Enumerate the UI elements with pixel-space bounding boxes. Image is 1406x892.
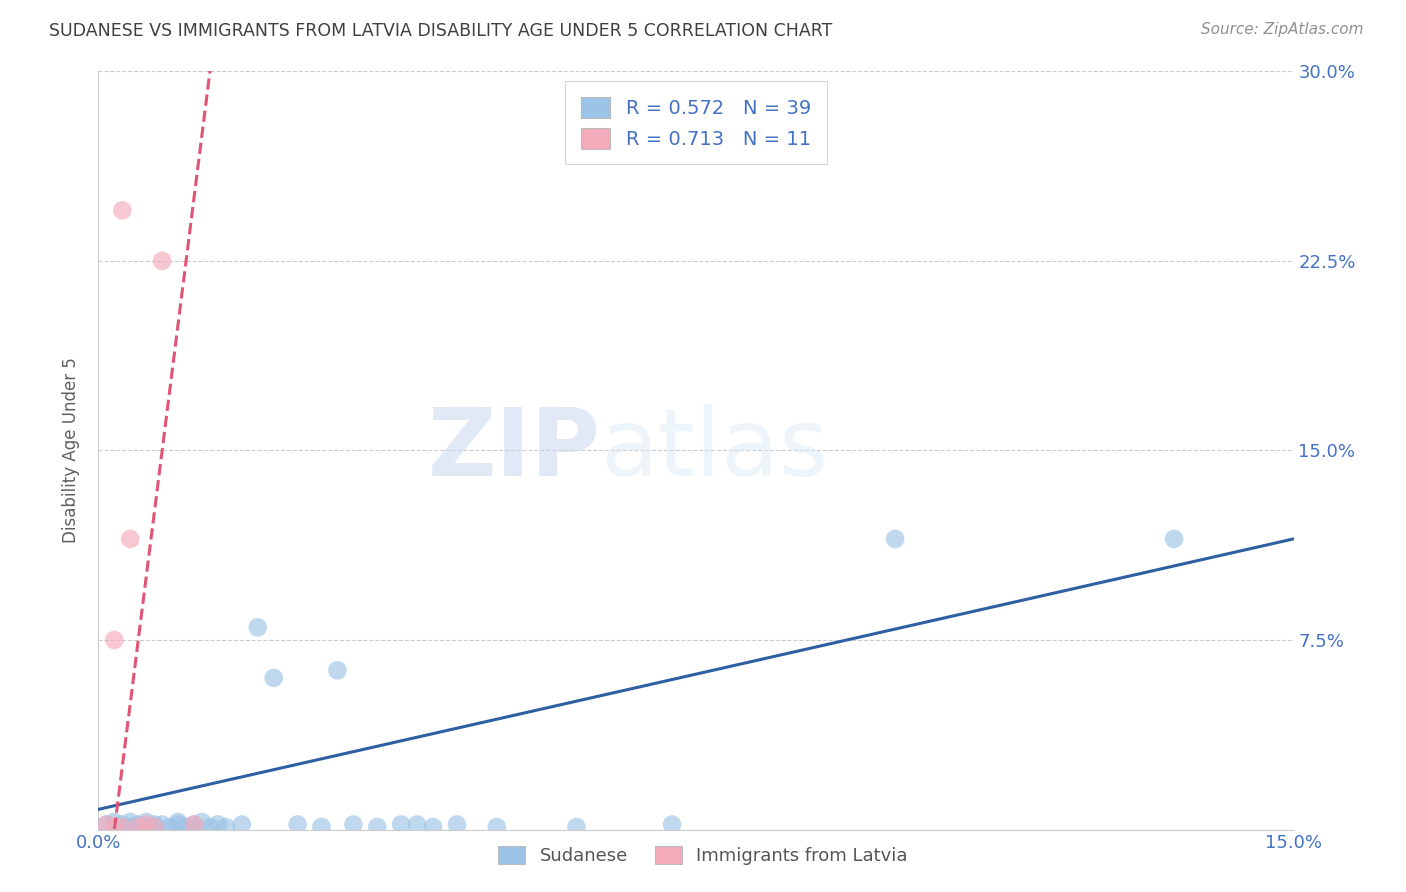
Text: SUDANESE VS IMMIGRANTS FROM LATVIA DISABILITY AGE UNDER 5 CORRELATION CHART: SUDANESE VS IMMIGRANTS FROM LATVIA DISAB… bbox=[49, 22, 832, 40]
Point bbox=[565, 820, 588, 834]
Point bbox=[215, 820, 238, 834]
Point bbox=[311, 820, 333, 834]
Point bbox=[485, 820, 508, 834]
Text: Source: ZipAtlas.com: Source: ZipAtlas.com bbox=[1201, 22, 1364, 37]
Point bbox=[884, 532, 907, 546]
Point bbox=[174, 820, 197, 834]
Point bbox=[159, 820, 181, 834]
Point bbox=[143, 820, 166, 834]
Legend: Sudanese, Immigrants from Latvia: Sudanese, Immigrants from Latvia bbox=[489, 838, 917, 874]
Point bbox=[135, 817, 157, 831]
Point bbox=[103, 815, 125, 830]
Point bbox=[103, 633, 125, 648]
Point bbox=[406, 817, 429, 831]
Point bbox=[1163, 532, 1185, 546]
Point bbox=[389, 817, 412, 831]
Point bbox=[150, 817, 173, 831]
Point bbox=[661, 817, 683, 831]
Point bbox=[287, 817, 309, 831]
Point bbox=[111, 203, 134, 218]
Point bbox=[135, 815, 157, 830]
Point bbox=[96, 817, 118, 831]
Point bbox=[167, 815, 190, 830]
Legend: R = 0.572   N = 39, R = 0.713   N = 11: R = 0.572 N = 39, R = 0.713 N = 11 bbox=[565, 81, 827, 164]
Text: ZIP: ZIP bbox=[427, 404, 600, 497]
Point bbox=[150, 253, 173, 268]
Point bbox=[111, 817, 134, 831]
Point bbox=[263, 671, 285, 685]
Point bbox=[446, 817, 468, 831]
Point bbox=[183, 817, 205, 831]
Point bbox=[167, 817, 190, 831]
Point bbox=[135, 820, 157, 834]
Point bbox=[246, 620, 269, 634]
Point bbox=[127, 817, 149, 831]
Point bbox=[96, 817, 118, 831]
Point bbox=[342, 817, 364, 831]
Point bbox=[143, 820, 166, 834]
Point bbox=[120, 820, 142, 834]
Point bbox=[111, 820, 134, 834]
Point bbox=[422, 820, 444, 834]
Point bbox=[120, 815, 142, 830]
Point bbox=[207, 817, 229, 831]
Point bbox=[127, 820, 149, 834]
Point bbox=[198, 820, 221, 834]
Point bbox=[183, 817, 205, 831]
Point bbox=[103, 820, 125, 834]
Point bbox=[326, 664, 349, 678]
Y-axis label: Disability Age Under 5: Disability Age Under 5 bbox=[62, 358, 80, 543]
Point bbox=[231, 817, 253, 831]
Point bbox=[120, 532, 142, 546]
Point bbox=[127, 820, 149, 834]
Point bbox=[366, 820, 388, 834]
Point bbox=[143, 817, 166, 831]
Point bbox=[111, 820, 134, 834]
Point bbox=[191, 815, 214, 830]
Text: atlas: atlas bbox=[600, 404, 828, 497]
